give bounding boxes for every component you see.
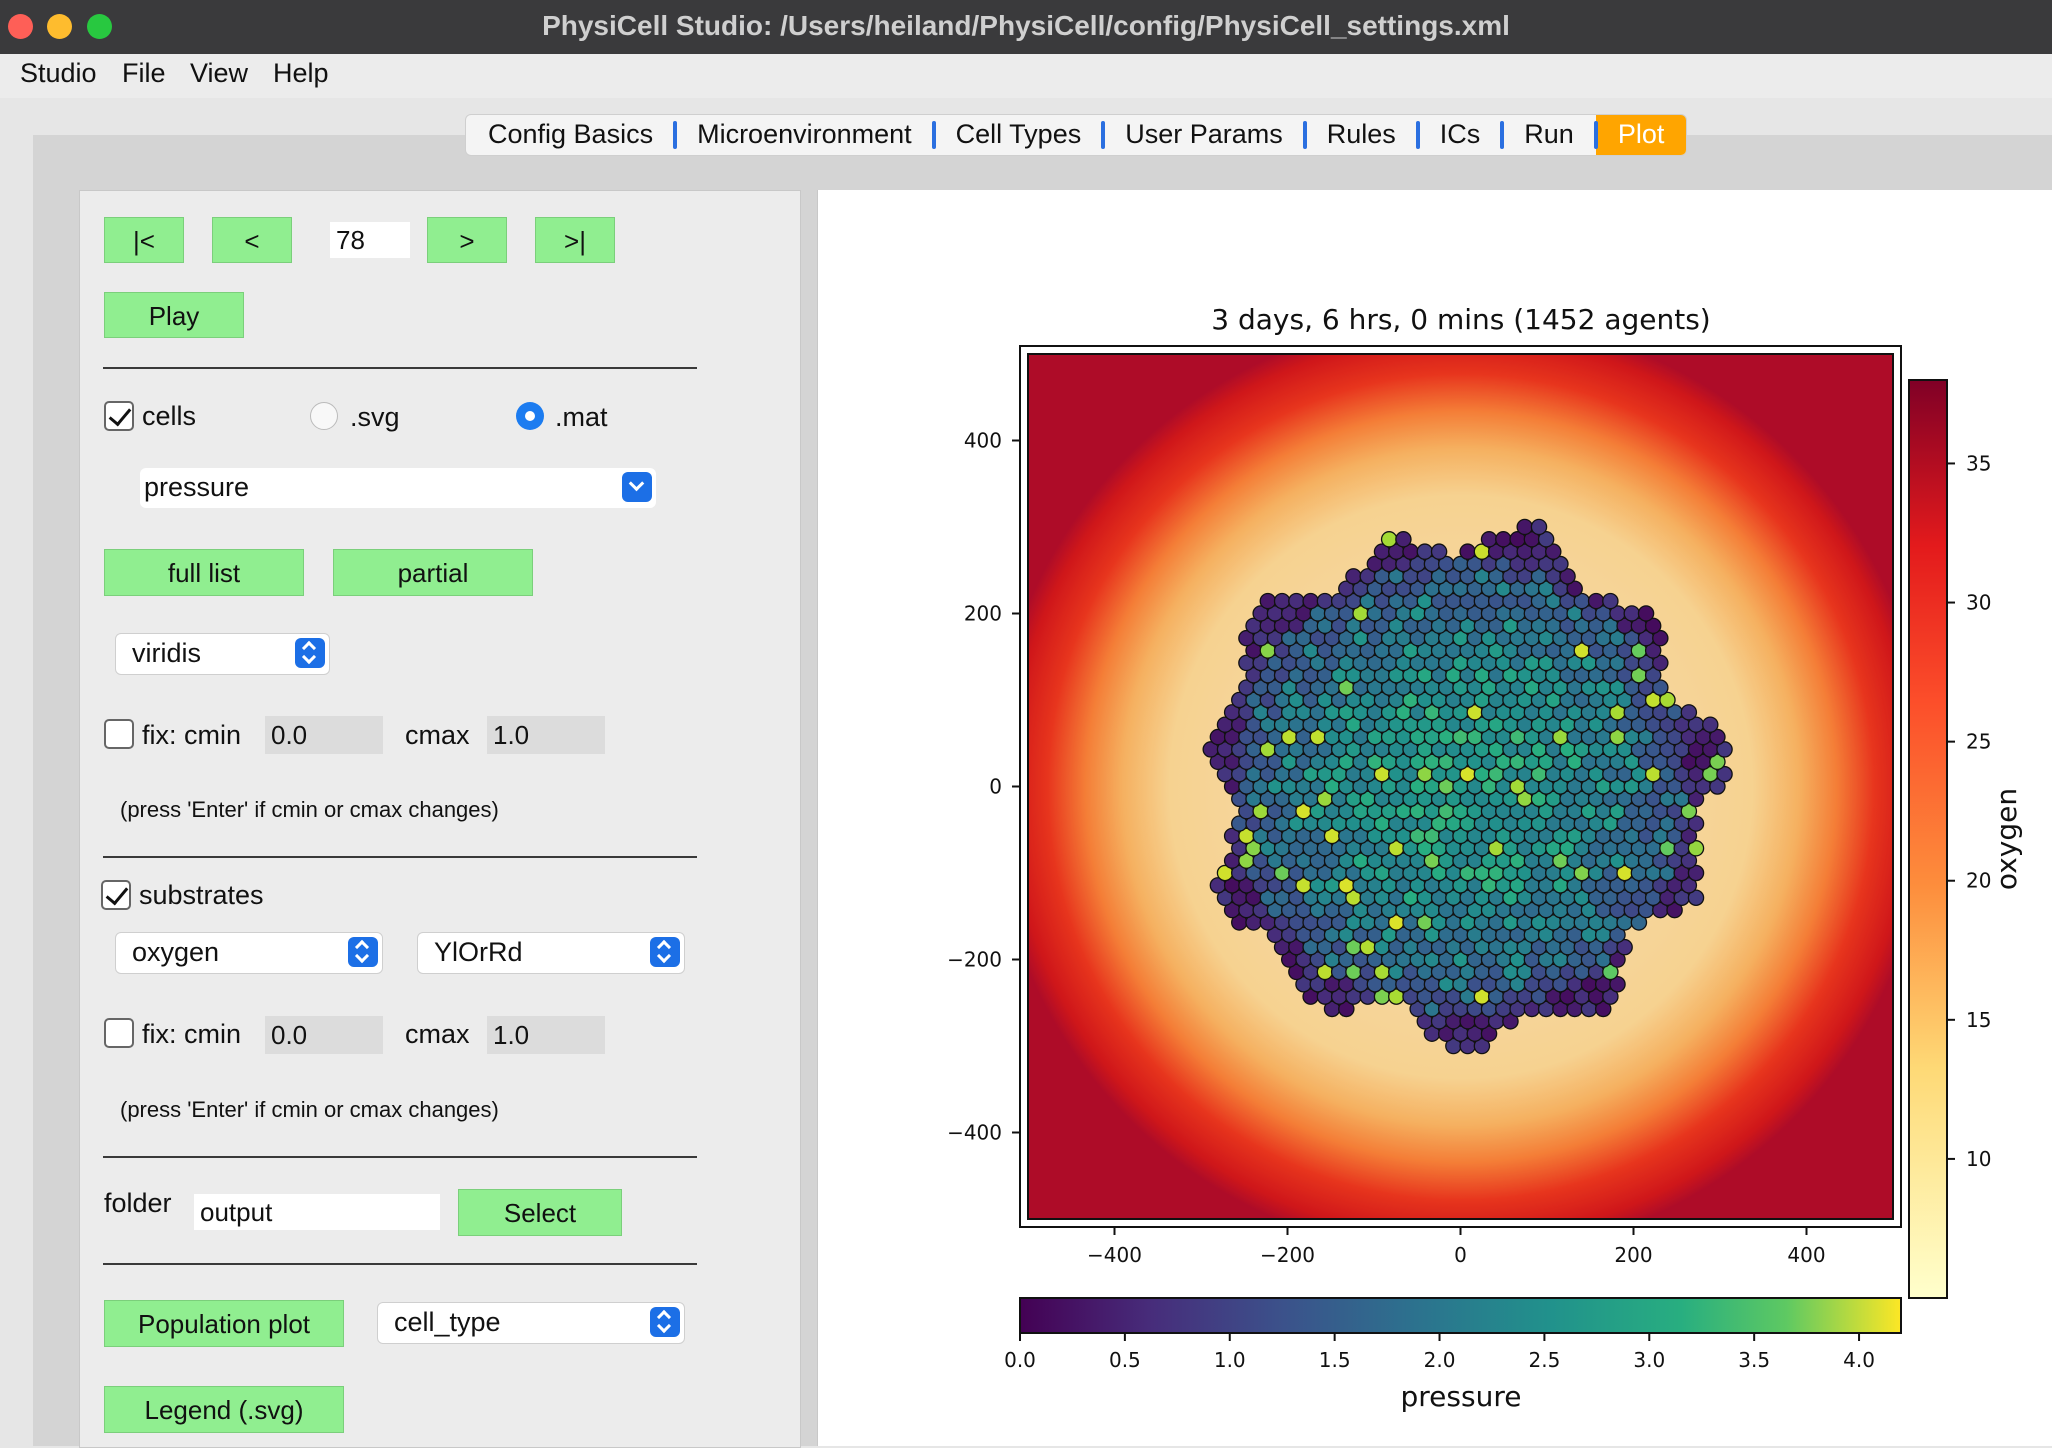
tab-bar: Config Basics Microenvironment Cell Type… [465,114,1688,156]
cells-fix-checkbox[interactable] [104,719,134,749]
menu-help[interactable]: Help [273,58,329,88]
mat-radio[interactable] [516,402,544,430]
updown-arrows-icon [650,1307,680,1337]
substrates-fix-checkbox[interactable] [104,1018,134,1048]
svg-radio-label: .svg [350,402,400,432]
divider [103,1263,697,1265]
updown-arrows-icon [295,638,325,668]
updown-arrows-icon [650,937,680,967]
menu-bar: Studio File View Help [0,54,2052,98]
cells-fix-label: fix: cmin [142,720,242,750]
cell-colormap-dropdown[interactable]: viridis [115,633,330,675]
menu-studio[interactable]: Studio [20,58,97,88]
substrates-cmax-input[interactable] [487,1016,605,1054]
population-type-dropdown[interactable]: cell_type [377,1302,685,1344]
substrates-hint: (press 'Enter' if cmin or cmax changes) [120,1097,499,1122]
population-plot-button[interactable]: Population plot [104,1300,344,1347]
tab-plot[interactable]: Plot [1593,115,1687,155]
substrate-dropdown[interactable]: oxygen [115,932,383,974]
first-frame-button[interactable]: |< [104,217,184,263]
close-window-button[interactable] [8,14,33,39]
substrates-cmax-label: cmax [405,1019,470,1049]
tab-ics[interactable]: ICs [1415,115,1503,155]
substrates-checkbox[interactable] [101,880,131,910]
chevron-down-icon [622,472,652,502]
partial-button[interactable]: partial [333,549,533,596]
cells-checkbox[interactable] [104,401,134,431]
substrate-colormap-value: YlOrRd [434,937,523,967]
cells-hint: (press 'Enter' if cmin or cmax changes) [120,797,499,822]
plot-controls-panel [79,190,801,1448]
prev-frame-button[interactable]: < [212,217,292,263]
population-type-value: cell_type [394,1307,501,1337]
cell-scalar-value: pressure [144,472,250,502]
substrates-label: substrates [139,880,264,910]
divider [103,367,697,369]
cells-label: cells [142,401,197,431]
plot-panel [817,190,2052,1446]
menu-file[interactable]: File [122,58,166,88]
substrates-cmin-input[interactable] [265,1016,383,1054]
mat-radio-label: .mat [555,402,608,432]
frame-number-input[interactable] [330,222,410,258]
tab-run[interactable]: Run [1500,115,1596,155]
cell-scalar-dropdown[interactable]: pressure [140,468,656,508]
title-bar: PhysiCell Studio: /Users/heiland/PhysiCe… [0,0,2052,54]
tab-config-basics[interactable]: Config Basics [488,119,654,149]
divider [103,856,697,858]
minimize-window-button[interactable] [47,14,72,39]
next-frame-button[interactable]: > [427,217,507,263]
updown-arrows-icon [348,937,378,967]
full-list-button[interactable]: full list [104,549,304,596]
divider [103,1156,697,1158]
legend-svg-button[interactable]: Legend (.svg) [104,1386,344,1433]
tab-user-params[interactable]: User Params [1101,115,1305,155]
substrates-fix-label: fix: cmin [142,1019,242,1049]
select-folder-button[interactable]: Select [458,1189,622,1236]
zoom-window-button[interactable] [87,14,112,39]
substrate-value: oxygen [132,937,220,967]
play-button[interactable]: Play [104,292,244,338]
tab-cell-types[interactable]: Cell Types [931,115,1104,155]
svg-radio[interactable] [310,402,338,430]
cells-cmax-input[interactable] [487,716,605,754]
cells-cmax-label: cmax [405,720,470,750]
menu-view[interactable]: View [190,58,249,88]
window-title: PhysiCell Studio: /Users/heiland/PhysiCe… [542,10,1510,41]
substrate-colormap-dropdown[interactable]: YlOrRd [417,932,685,974]
cells-cmin-input[interactable] [265,716,383,754]
cell-colormap-value: viridis [132,638,202,668]
last-frame-button[interactable]: >| [535,217,615,263]
folder-input[interactable] [194,1194,440,1230]
tab-microenvironment[interactable]: Microenvironment [673,115,934,155]
folder-label: folder [104,1188,172,1218]
tab-rules[interactable]: Rules [1302,115,1418,155]
